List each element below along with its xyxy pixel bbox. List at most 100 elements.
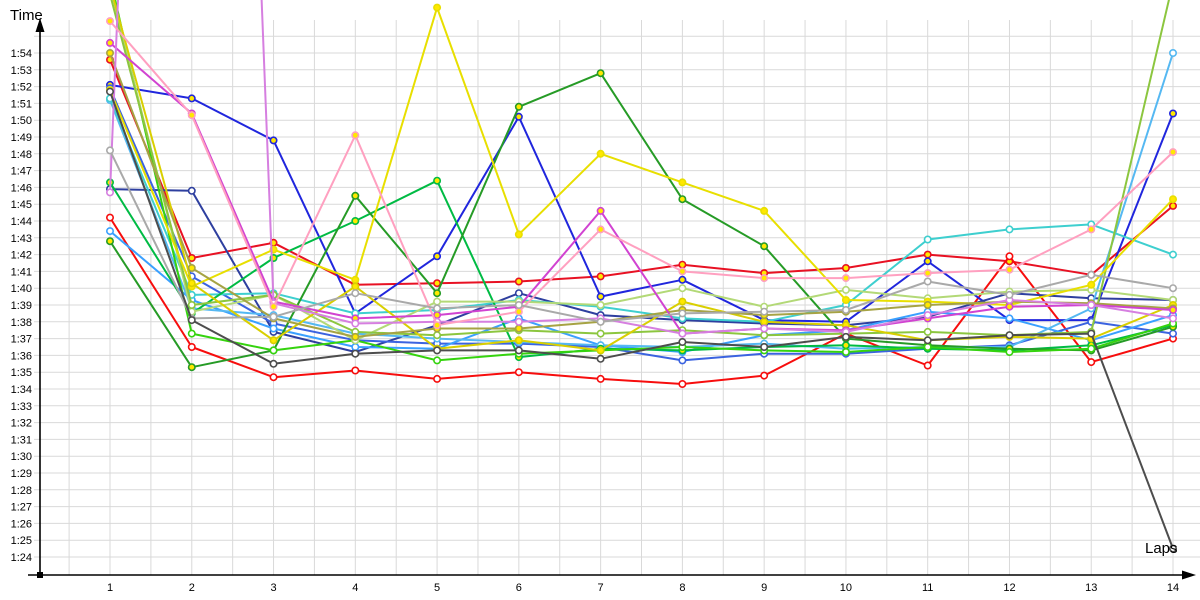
series-red-point-lap-11[interactable] (923, 250, 932, 259)
series-chartreuse-point-lap-5[interactable] (433, 331, 442, 340)
series-darkgray-point-lap-3[interactable] (269, 359, 278, 368)
series-blue-point-lap-5[interactable] (433, 252, 442, 261)
series-lime-point-lap-5[interactable] (433, 356, 442, 365)
series-pink-point-lap-2[interactable] (187, 111, 196, 120)
series-blue-point-lap-3[interactable] (269, 136, 278, 145)
series-pink-point-lap-14[interactable] (1169, 148, 1178, 157)
series-gold-point-lap-8[interactable] (678, 297, 687, 306)
series-cyan-point-lap-14[interactable] (1169, 250, 1178, 259)
series-red-point-lap-10[interactable] (841, 263, 850, 272)
series-pink-point-lap-3[interactable] (269, 302, 278, 311)
series-darkgray-point-lap-10[interactable] (841, 332, 850, 341)
series-blue-point-lap-8[interactable] (678, 275, 687, 284)
series-chartreuse-point-lap-7[interactable] (596, 329, 605, 338)
series-darkgray-point-lap-1[interactable] (106, 87, 115, 96)
series-pink-point-lap-6[interactable] (514, 307, 523, 316)
series-red-point-lap-14[interactable] (1169, 201, 1178, 210)
series-palegreen-point-lap-10[interactable] (841, 285, 850, 294)
series-olive-point-lap-11[interactable] (923, 300, 932, 309)
series-yellow-point-lap-10[interactable] (841, 295, 850, 304)
series-darkgray-point-lap-2[interactable] (187, 316, 196, 325)
series-red-point-lap-8[interactable] (678, 260, 687, 269)
series-forestgreen-point-lap-4[interactable] (351, 191, 360, 200)
series-olive-point-lap-1[interactable] (106, 48, 115, 57)
series-blue-point-lap-7[interactable] (596, 292, 605, 301)
series-scarlet-point-lap-1[interactable] (106, 213, 115, 222)
series-yellow-point-lap-9[interactable] (760, 206, 769, 215)
series-dodgerblue-point-lap-1[interactable] (106, 227, 115, 236)
series-lime-point-lap-13[interactable] (1087, 344, 1096, 353)
series-scarlet-point-lap-11[interactable] (923, 361, 932, 370)
series-darkgray-point-lap-11[interactable] (923, 336, 932, 345)
series-olive-point-lap-4[interactable] (351, 332, 360, 341)
series-yellow-point-lap-5[interactable] (433, 3, 442, 12)
series-magenta-point-lap-14[interactable] (1169, 305, 1178, 314)
series-gray-point-lap-9[interactable] (760, 307, 769, 316)
series-pink-point-lap-10[interactable] (841, 274, 850, 283)
series-forestgreen-point-lap-5[interactable] (433, 289, 442, 298)
series-gray-point-lap-14[interactable] (1169, 284, 1178, 293)
series-gray-point-lap-13[interactable] (1087, 270, 1096, 279)
series-darkgray-point-lap-8[interactable] (678, 337, 687, 346)
series-darkgray-point-lap-9[interactable] (760, 342, 769, 351)
series-lime-point-lap-11[interactable] (923, 342, 932, 351)
series-yellow-point-lap-14[interactable] (1169, 195, 1178, 204)
series-scarlet-point-lap-8[interactable] (678, 379, 687, 388)
series-pink-point-lap-8[interactable] (678, 267, 687, 276)
series-scarlet-point-lap-12[interactable] (1005, 252, 1014, 261)
series-gray-point-lap-5[interactable] (433, 304, 442, 313)
series-gray-point-lap-6[interactable] (514, 300, 523, 309)
series-olive-point-lap-2[interactable] (187, 263, 196, 272)
series-chartreuse-point-lap-2[interactable] (187, 300, 196, 309)
series-yellow-point-lap-6[interactable] (514, 230, 523, 239)
series-gold-point-lap-9[interactable] (760, 317, 769, 326)
series-darkgray-point-lap-4[interactable] (351, 349, 360, 358)
series-blue-point-lap-14[interactable] (1169, 109, 1178, 118)
series-skyblue-point-lap-14[interactable] (1169, 48, 1178, 57)
series-darkgray-point-lap-13[interactable] (1087, 329, 1096, 338)
series-forestgreen-point-lap-2[interactable] (187, 363, 196, 372)
series-palegreen-point-lap-8[interactable] (678, 284, 687, 293)
series-forestgreen-point-lap-9[interactable] (760, 242, 769, 251)
series-lime-point-lap-2[interactable] (187, 329, 196, 338)
series-violet-point-lap-1[interactable] (106, 188, 115, 197)
series-blue-point-lap-2[interactable] (187, 94, 196, 103)
series-cyan-point-lap-11[interactable] (923, 235, 932, 244)
series-magenta-point-lap-7[interactable] (596, 206, 605, 215)
series-scarlet-point-lap-9[interactable] (760, 371, 769, 380)
series-yellow-point-lap-4[interactable] (351, 275, 360, 284)
series-red-point-lap-5[interactable] (433, 279, 442, 288)
series-gray-point-lap-8[interactable] (678, 309, 687, 318)
series-palegreen-point-lap-7[interactable] (596, 300, 605, 309)
series-darkgray-point-lap-5[interactable] (433, 346, 442, 355)
series-violet-point-lap-6[interactable] (514, 317, 523, 326)
series-pink-point-lap-1[interactable] (106, 17, 115, 26)
series-yellow-point-lap-13[interactable] (1087, 280, 1096, 289)
series-lime-point-lap-3[interactable] (269, 346, 278, 355)
series-yellow-point-lap-8[interactable] (678, 178, 687, 187)
series-dodgerblue-point-lap-3[interactable] (269, 324, 278, 333)
series-mediumblue-point-lap-8[interactable] (678, 356, 687, 365)
series-pink-point-lap-11[interactable] (923, 269, 932, 278)
series-pink-point-lap-5[interactable] (433, 321, 442, 330)
series-red-point-lap-7[interactable] (596, 272, 605, 281)
series-violet-point-lap-14[interactable] (1169, 314, 1178, 323)
series-gray-point-lap-4[interactable] (351, 289, 360, 298)
series-lime-point-lap-10[interactable] (841, 347, 850, 356)
series-gold-point-lap-7[interactable] (596, 346, 605, 355)
series-scarlet-point-lap-13[interactable] (1087, 358, 1096, 367)
series-forestgreen-point-lap-8[interactable] (678, 195, 687, 204)
series-chartreuse-point-lap-9[interactable] (760, 331, 769, 340)
series-gray-point-lap-10[interactable] (841, 305, 850, 314)
series-palegreen-point-lap-5[interactable] (433, 297, 442, 306)
series-magenta-point-lap-5[interactable] (433, 311, 442, 320)
series-darkgray-point-lap-12[interactable] (1005, 331, 1014, 340)
series-darkgray-point-lap-6[interactable] (514, 346, 523, 355)
series-dodgerblue-point-lap-4[interactable] (351, 342, 360, 351)
series-dodgerblue-point-lap-12[interactable] (1005, 314, 1014, 323)
series-pink-point-lap-7[interactable] (596, 225, 605, 234)
series-lime-point-lap-12[interactable] (1005, 347, 1014, 356)
series-navy-point-lap-2[interactable] (187, 186, 196, 195)
series-mediumblue-point-lap-14[interactable] (1169, 329, 1178, 338)
series-pink-point-lap-13[interactable] (1087, 225, 1096, 234)
